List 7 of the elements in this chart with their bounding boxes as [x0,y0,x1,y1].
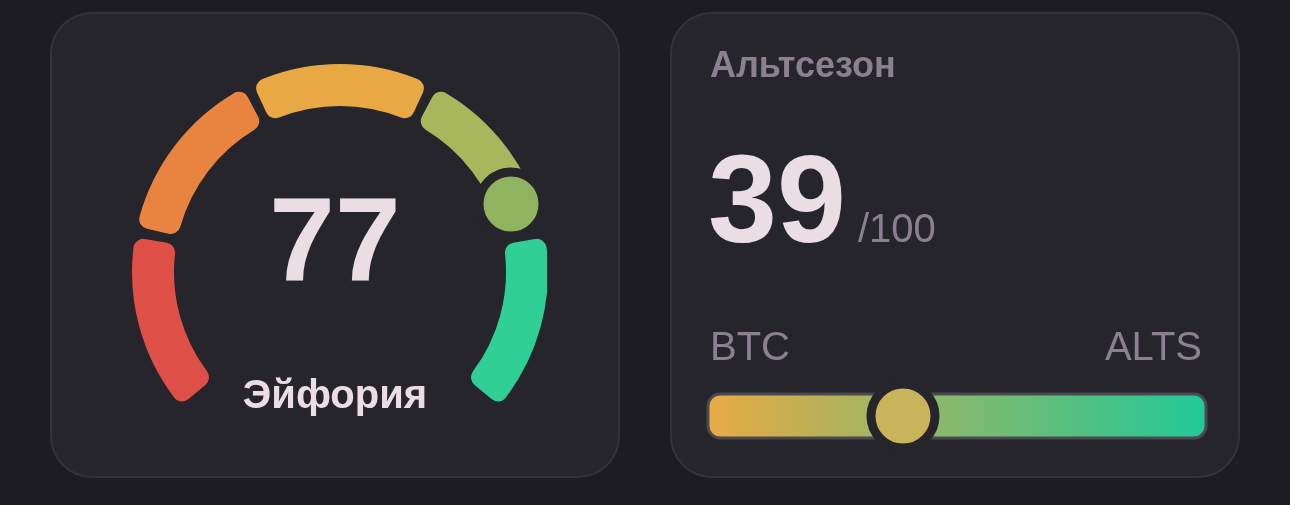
text: /100 [857,206,936,251]
text: ALTS [1104,324,1202,369]
text: BTC [710,324,790,369]
data-label: 77 [268,173,402,305]
data-label: 39 [708,130,846,268]
text: Альтсезон [710,44,896,86]
text: Эйфория [241,372,429,417]
